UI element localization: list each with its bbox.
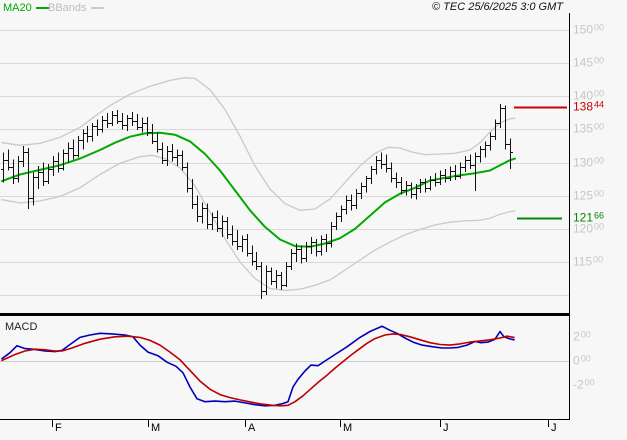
bollinger-upper-line [1,77,516,211]
price-axis-label: 12000 [573,221,605,236]
price-axis-label: 11500 [573,254,604,269]
month-axis-label: J [551,422,557,434]
month-axis-label: M [343,422,353,434]
pane-separator [0,313,570,316]
copyright-text: © TEC 25/6/2025 3:0 GMT [432,1,563,13]
month-axis-label: A [248,422,256,434]
price-axis-label: 14000 [573,88,605,103]
ma20-legend: MA20 [3,2,49,14]
macd-axis-label: -200 [573,377,595,392]
chart-header: MA20 BBands © TEC 25/6/2025 3:0 GMT [0,0,627,18]
resistance-level-label: 13844 [573,99,605,114]
month-axis-label: M [151,422,161,434]
price-axis-label: 13500 [573,121,605,136]
axis-frame [0,13,570,427]
month-axis-label: F [55,422,62,434]
macd-line [1,325,515,407]
month-axis-label: J [443,422,449,434]
bollinger-lower-line [1,154,516,292]
support-level-label: 12166 [573,210,605,225]
price-axis-label: 15000 [573,22,605,37]
macd-axis-label: 200 [573,329,591,344]
macd-signal-line [1,333,515,407]
bbands-legend: BBands [48,2,104,14]
price-axis-label: 12500 [573,188,605,203]
macd-pane-label: MACD [5,321,38,333]
ohlc-bars [1,104,513,300]
ma20-legend-label: MA20 [3,2,32,14]
bbands-line-swatch [90,7,104,9]
ma20-line-swatch [35,7,49,9]
bbands-legend-label: BBands [48,2,87,14]
price-axis-label: 13000 [573,155,605,170]
price-gridlines [0,30,569,296]
price-axis-label: 14500 [573,55,605,70]
macd-axis-label: 000 [573,353,591,368]
